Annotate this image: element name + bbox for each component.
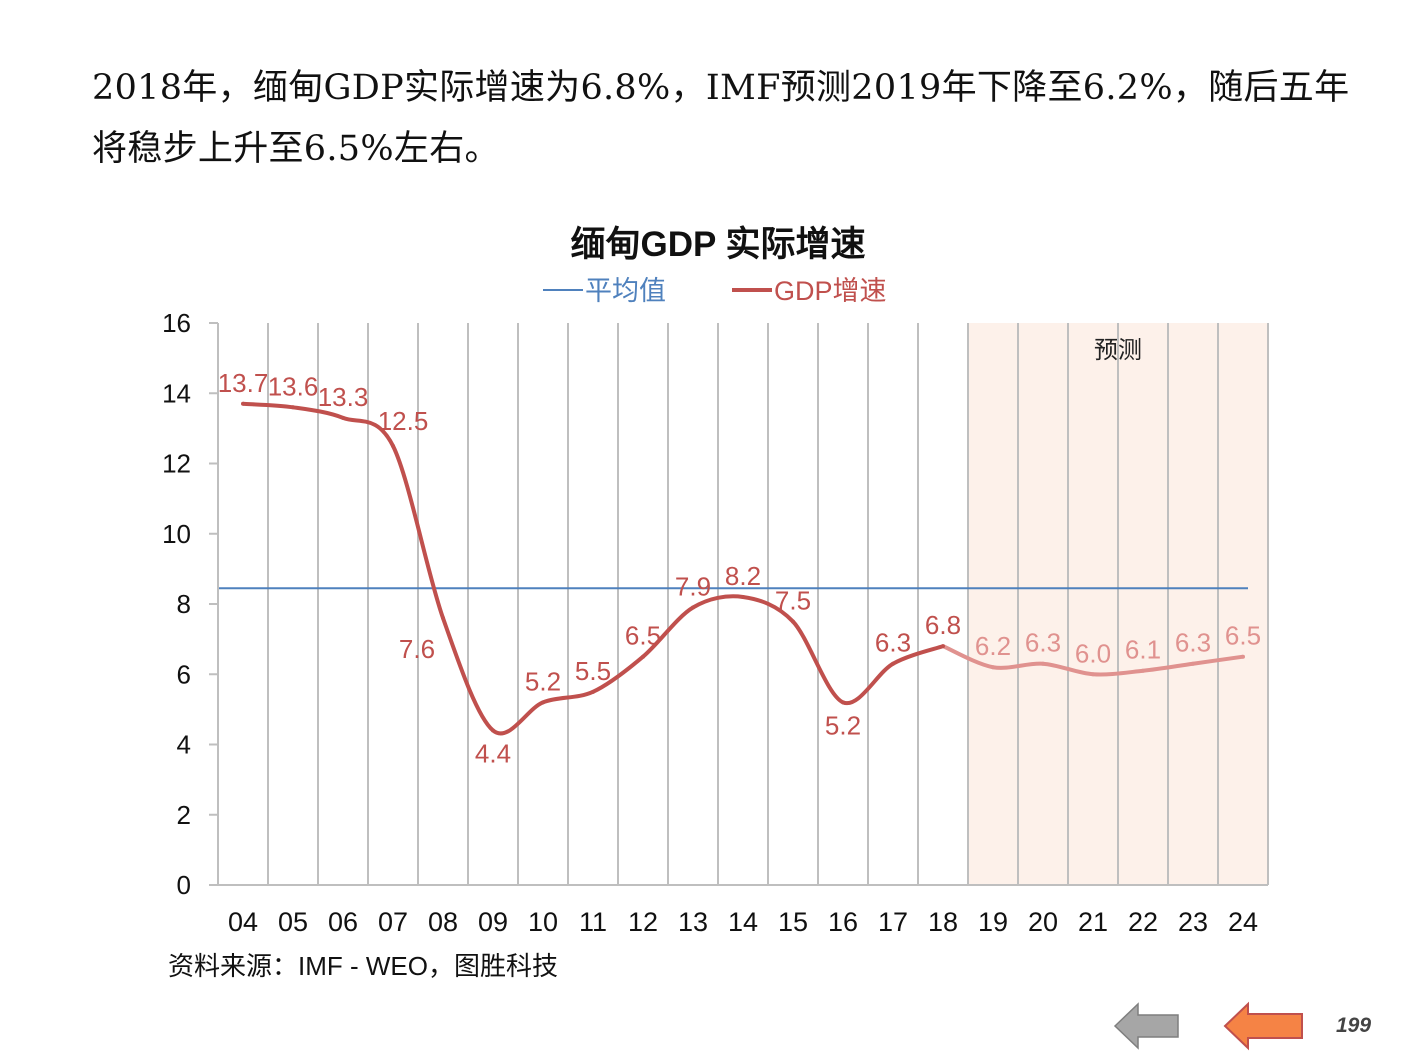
chart-title: 缅甸GDP 实际增速 [571, 225, 866, 264]
gdp-data-point [1191, 661, 1195, 666]
x-tick-label: 13 [678, 907, 708, 937]
data-label: 6.3 [1025, 628, 1061, 658]
data-label: 6.8 [925, 610, 961, 640]
data-label: 8.2 [725, 561, 761, 591]
data-label: 7.9 [675, 572, 711, 602]
x-tick-label: 04 [228, 907, 258, 937]
gdp-data-point [391, 443, 395, 448]
gdp-data-point [941, 644, 945, 649]
x-tick-label: 22 [1128, 907, 1158, 937]
y-tick-label: 0 [177, 870, 191, 900]
gdp-data-point [841, 700, 845, 705]
data-label: 6.2 [975, 631, 1011, 661]
gdp-data-point [291, 405, 295, 410]
x-tick-label: 24 [1228, 907, 1258, 937]
x-tick-label: 05 [278, 907, 308, 937]
data-label: 6.3 [1175, 628, 1211, 658]
data-label: 5.2 [825, 710, 861, 740]
orange-left-arrow-icon [1223, 1001, 1303, 1051]
source-note: 资料来源：IMF - WEO，图胜科技 [168, 951, 558, 981]
x-tick-label: 12 [628, 907, 658, 937]
page-number: 199 [1336, 1014, 1372, 1037]
next-button[interactable] [1222, 1001, 1307, 1056]
gdp-data-point [241, 401, 245, 406]
x-tick-label: 17 [878, 907, 908, 937]
gdp-data-point [1141, 668, 1145, 673]
data-label: 7.6 [399, 634, 435, 664]
gdp-data-point [691, 605, 695, 610]
data-label: 4.4 [475, 738, 511, 768]
data-label: 5.2 [525, 666, 561, 696]
y-tick-label: 4 [177, 730, 191, 760]
gdp-data-point [641, 654, 645, 659]
x-tick-label: 14 [728, 907, 758, 937]
gdp-data-point [791, 619, 795, 624]
data-label: 7.5 [775, 586, 811, 616]
gdp-growth-chart: 预测 13.7 13.6 13.312.57.64.45.2 5.56.57.9 8.2… [162, 225, 1269, 937]
data-label: 12.5 [378, 406, 429, 436]
x-tick-label: 19 [978, 907, 1008, 937]
x-tick-label: 20 [1028, 907, 1058, 937]
gdp-data-point [541, 700, 545, 705]
x-tick-label: 16 [828, 907, 858, 937]
x-tick-label: 10 [528, 907, 558, 937]
y-tick-label: 16 [162, 308, 191, 338]
y-tick-label: 6 [177, 659, 191, 689]
data-label: 5.5 [575, 656, 611, 686]
data-label: 6.1 [1125, 635, 1161, 665]
data-label: 6.0 [1075, 638, 1111, 668]
gdp-data-point [891, 661, 895, 666]
x-tick-label: 08 [428, 907, 458, 937]
intro-paragraph: 2018年，缅甸GDP实际增速为6.8%，IMF预测2019年下降至6.2%，随… [92, 68, 1350, 169]
data-label: 13.6 [268, 371, 319, 401]
gdp-data-point [491, 728, 495, 733]
y-tick-label: 8 [177, 589, 191, 619]
y-tick-label: 10 [162, 519, 191, 549]
x-tick-label: 11 [579, 907, 607, 937]
gdp-data-point [991, 665, 995, 670]
y-tick-label: 14 [162, 378, 191, 408]
data-label: 13.3 [318, 382, 369, 412]
x-tick-label: 09 [478, 907, 508, 937]
y-tick-label: 2 [177, 800, 191, 830]
legend-label-average: 平均值 [585, 276, 666, 306]
gdp-data-point [1041, 661, 1045, 666]
gdp-data-point [591, 689, 595, 694]
gdp-growth-line-history [242, 401, 944, 736]
legend-label-gdp: GDP增速 [774, 276, 887, 306]
gdp-data-point [1241, 654, 1245, 659]
gdp-data-point [341, 415, 345, 420]
data-label: 6.5 [625, 621, 661, 651]
x-tick-label: 23 [1178, 907, 1208, 937]
back-button[interactable] [1112, 1001, 1182, 1056]
gdp-data-point [1091, 672, 1095, 677]
gdp-data-point [741, 594, 745, 599]
data-label: 6.3 [875, 628, 911, 658]
x-tick-label: 06 [328, 907, 358, 937]
x-tick-label: 07 [378, 907, 408, 937]
gray-left-arrow-icon [1113, 1002, 1179, 1050]
x-tick-label: 18 [928, 907, 958, 937]
data-label: 13.7 [218, 368, 269, 398]
y-tick-label: 12 [162, 449, 191, 479]
x-tick-label: 15 [778, 907, 808, 937]
x-tick-label: 21 [1078, 907, 1108, 937]
data-label: 6.5 [1225, 621, 1261, 651]
gdp-data-point [441, 616, 445, 621]
